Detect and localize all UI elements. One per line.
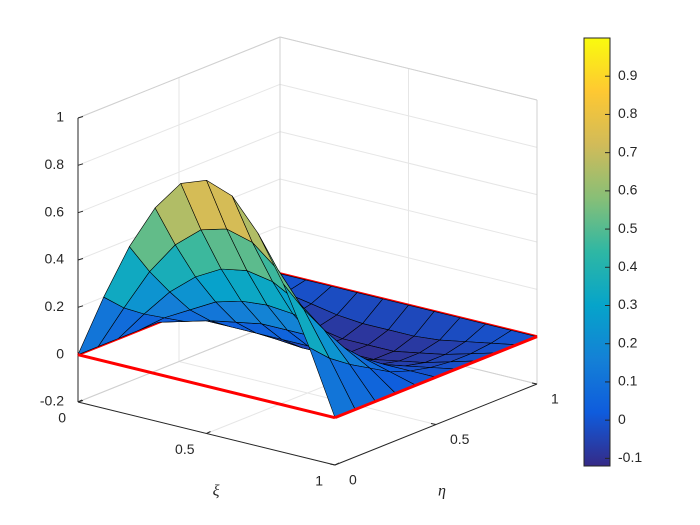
y-tick (531, 382, 538, 385)
colorbar-tick-label: 0.8 (618, 105, 638, 121)
colorbar (583, 37, 611, 467)
z-tick-label: 0.6 (45, 203, 65, 219)
colorbar-tick-label: 0.5 (618, 220, 638, 236)
y-tick-label: 0 (349, 472, 357, 488)
x-axis-label: ξ (213, 483, 220, 500)
boundary (334, 335, 538, 420)
z-tick (77, 116, 84, 119)
y-tick (430, 423, 437, 425)
colorbar-tick-label: 0.6 (618, 182, 638, 198)
box-edge (77, 36, 281, 119)
x-tick-label: 1 (315, 473, 323, 489)
colorbar-tick-label: 0 (618, 411, 626, 427)
colorbar-tick-label: -0.1 (618, 449, 642, 465)
z-tick (77, 210, 84, 214)
z-tick (77, 163, 84, 166)
y-tick-label: 0.5 (450, 431, 470, 447)
z-tick-label: -0.2 (40, 393, 64, 409)
colorbar-tick-label: 0.9 (618, 67, 638, 83)
colorbar-tick-label: 0.3 (618, 296, 638, 312)
z-tick (77, 258, 84, 261)
colorbar-tick-label: 0.7 (618, 143, 638, 159)
z-tick-label: 1 (56, 109, 64, 125)
z-tick (77, 305, 84, 308)
x-tick (77, 399, 83, 403)
y-tick (329, 463, 336, 466)
box-edge (77, 320, 281, 403)
z-tick-label: 0 (56, 345, 64, 361)
x-tick-label: 0 (58, 410, 66, 426)
z-tick-label: 0.8 (45, 156, 65, 172)
grid-line (178, 361, 437, 425)
box-edge (279, 36, 538, 101)
colorbar-tick-label: 0.1 (618, 373, 638, 389)
x-tick (334, 462, 340, 466)
x-tick (206, 431, 211, 434)
boundary (77, 353, 336, 420)
y-tick-label: 1 (551, 391, 559, 407)
z-tick-label: 0.2 (45, 298, 65, 314)
z-tick-label: 0.4 (45, 251, 65, 267)
x-tick-label: 0.5 (175, 441, 195, 457)
colorbar-tick-label: 0.2 (618, 334, 638, 350)
y-axis-label: η (438, 483, 446, 500)
colorbar-tick-label: 0.4 (618, 258, 638, 274)
